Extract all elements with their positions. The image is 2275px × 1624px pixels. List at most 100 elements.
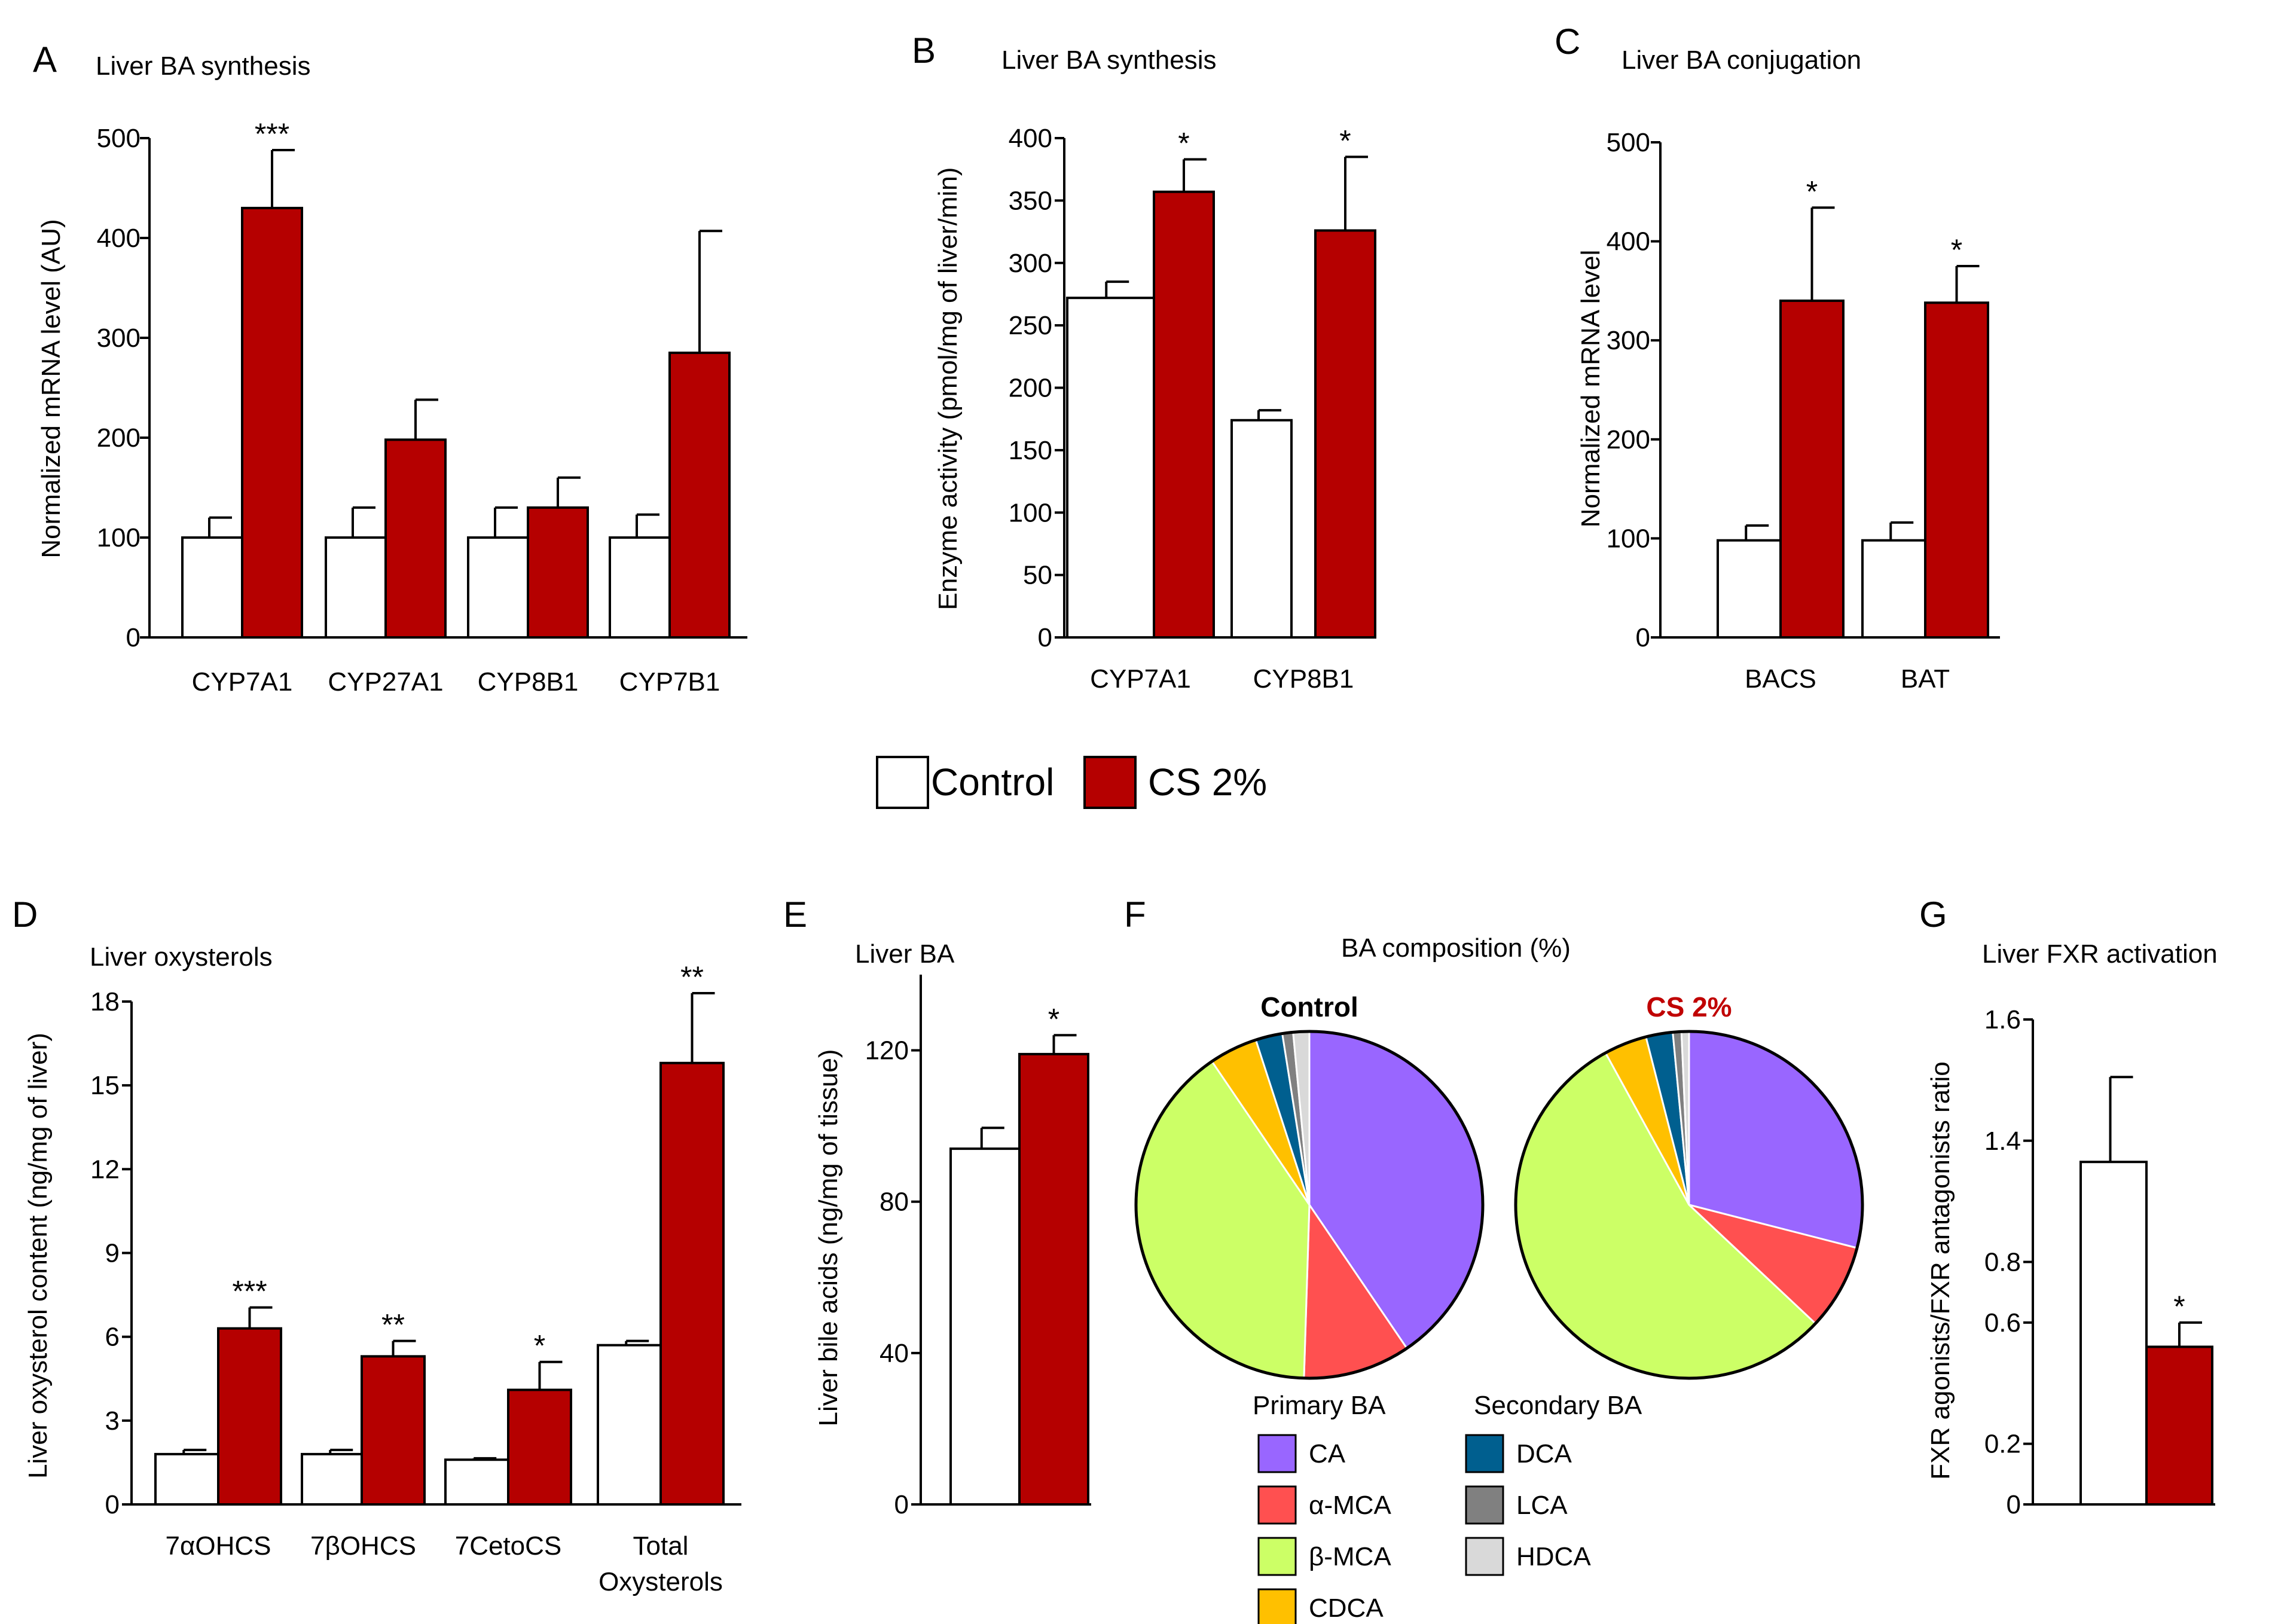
bar-cs2 bbox=[1924, 301, 1989, 639]
bar-cs2 bbox=[361, 1355, 426, 1506]
legend-swatch-cs bbox=[1083, 756, 1137, 809]
bar-cs2 bbox=[507, 1388, 572, 1506]
category-label-line: Total bbox=[633, 1531, 689, 1561]
y-tick-label: 200 bbox=[97, 423, 141, 453]
y-axis-label: Liver bile acids (ng/mg of tissue) bbox=[814, 1049, 843, 1427]
panel-d: D Liver oxysterols Liver oxysterol content… bbox=[12, 895, 741, 1596]
bar-cs2 bbox=[659, 1061, 725, 1506]
panel-title: Liver FXR activation bbox=[1982, 939, 2218, 969]
pie-legend-swatch bbox=[1465, 1434, 1504, 1473]
pie-legend-label: CDCA bbox=[1309, 1594, 1384, 1623]
y-tick-label: 6 bbox=[105, 1323, 120, 1352]
bar-cs2 bbox=[1018, 1052, 1089, 1506]
bar-control bbox=[154, 1452, 219, 1506]
bar-cs2 bbox=[241, 206, 303, 639]
bar-cs2 bbox=[1314, 229, 1376, 639]
panel-letter: C bbox=[1555, 22, 1580, 62]
pie-legend-swatch bbox=[1257, 1434, 1297, 1473]
bar-cs2 bbox=[1779, 299, 1845, 639]
y-tick-label: 500 bbox=[1607, 128, 1650, 157]
pie-title: Control bbox=[1260, 991, 1358, 1022]
legend-label-control: Control bbox=[931, 761, 1054, 804]
panel-letter: G bbox=[1919, 895, 1947, 935]
pie-legend-swatch bbox=[1465, 1537, 1504, 1576]
y-tick-label: 100 bbox=[1009, 498, 1052, 527]
bar-cs2 bbox=[2145, 1345, 2213, 1506]
y-tick-label: 0 bbox=[1636, 623, 1650, 652]
y-tick-label: 400 bbox=[1607, 227, 1650, 257]
bar-cs2 bbox=[384, 438, 447, 639]
pie-legend-label: HDCA bbox=[1516, 1542, 1591, 1571]
y-tick-label: 300 bbox=[1607, 326, 1650, 355]
y-tick-label: 250 bbox=[1009, 311, 1052, 340]
bar-control bbox=[597, 1344, 662, 1506]
y-tick-label: 1.4 bbox=[1984, 1127, 2021, 1156]
category-label: 7CetoCS bbox=[455, 1531, 562, 1561]
legend-label-cs: CS 2% bbox=[1148, 761, 1267, 804]
panel-letter: B bbox=[912, 30, 936, 71]
panel-title: Liver BA bbox=[855, 939, 955, 969]
panel-letter: A bbox=[33, 39, 57, 80]
category-label: CYP8B1 bbox=[1253, 664, 1354, 694]
y-tick-label: 80 bbox=[880, 1188, 909, 1217]
y-axis-label: FXR agonists/FXR antagonists ratio bbox=[1926, 1061, 1955, 1479]
significance-label: * bbox=[1048, 1002, 1059, 1036]
pie-legend-swatch bbox=[1465, 1485, 1504, 1525]
bar-control bbox=[301, 1452, 366, 1506]
significance-label: * bbox=[1178, 126, 1189, 160]
panel-g: G Liver FXR activation FXR agonists/FXR an… bbox=[1919, 895, 2218, 1519]
y-tick-label: 15 bbox=[90, 1071, 120, 1100]
bar-cs2 bbox=[668, 352, 731, 639]
pie-legend-label: CA bbox=[1309, 1439, 1346, 1469]
bar-cs2 bbox=[1153, 190, 1215, 639]
category-label: CYP7A1 bbox=[1090, 664, 1191, 694]
bar-control bbox=[467, 536, 529, 639]
y-tick-label: 200 bbox=[1607, 425, 1650, 454]
y-tick-label: 100 bbox=[97, 523, 141, 552]
pie-legend-label: β-MCA bbox=[1309, 1542, 1391, 1571]
significance-label: *** bbox=[255, 117, 289, 151]
y-tick-label: 0 bbox=[2007, 1490, 2021, 1519]
category-label-line: Oxysterols bbox=[598, 1567, 723, 1596]
y-tick-label: 400 bbox=[1009, 124, 1052, 153]
pie-legend-swatch bbox=[1257, 1485, 1297, 1525]
significance-label: ** bbox=[381, 1308, 405, 1342]
y-tick-label: 350 bbox=[1009, 186, 1052, 215]
bar-control bbox=[1861, 539, 1926, 639]
panel-letter: E bbox=[783, 895, 807, 935]
y-tick-label: 0 bbox=[126, 623, 141, 652]
significance-label: ** bbox=[680, 960, 704, 994]
bar-cs2 bbox=[527, 506, 589, 639]
panel-letter: D bbox=[12, 895, 38, 935]
pie-legend-group-title: Secondary BA bbox=[1474, 1391, 1642, 1420]
bar-control bbox=[609, 536, 671, 639]
y-tick-label: 0.2 bbox=[1984, 1430, 2021, 1459]
significance-label: * bbox=[534, 1329, 545, 1363]
y-axis-label: Enzyme activity (pmol/mg of liver/min) bbox=[933, 167, 963, 610]
y-tick-label: 0.6 bbox=[1984, 1308, 2021, 1338]
significance-label: * bbox=[1339, 124, 1351, 157]
significance-label: * bbox=[1806, 175, 1818, 208]
y-tick-label: 300 bbox=[97, 323, 141, 353]
main-legend: Control CS 2% bbox=[876, 756, 1267, 809]
significance-label: * bbox=[2173, 1290, 2185, 1323]
pie-panel-title: BA composition (%) bbox=[1341, 933, 1571, 963]
y-tick-label: 500 bbox=[97, 124, 141, 153]
pie-legend-label: DCA bbox=[1516, 1439, 1572, 1469]
panel-letter: F bbox=[1124, 895, 1146, 935]
category-label: Total Oxysterols bbox=[598, 1531, 723, 1596]
category-label: BAT bbox=[1901, 664, 1950, 694]
bar-control bbox=[181, 536, 243, 639]
y-tick-label: 3 bbox=[105, 1406, 120, 1436]
pie-legend-label: α-MCA bbox=[1309, 1491, 1392, 1520]
significance-label: * bbox=[1951, 233, 1962, 267]
category-label: 7αOHCS bbox=[165, 1531, 271, 1561]
y-tick-label: 100 bbox=[1607, 524, 1650, 553]
bar-control bbox=[444, 1458, 509, 1506]
category-label: CYP27A1 bbox=[328, 667, 443, 697]
y-tick-label: 9 bbox=[105, 1239, 120, 1268]
panel-title: Liver BA conjugation bbox=[1621, 45, 1861, 75]
significance-label: *** bbox=[232, 1275, 267, 1308]
category-label: BACS bbox=[1745, 664, 1816, 694]
